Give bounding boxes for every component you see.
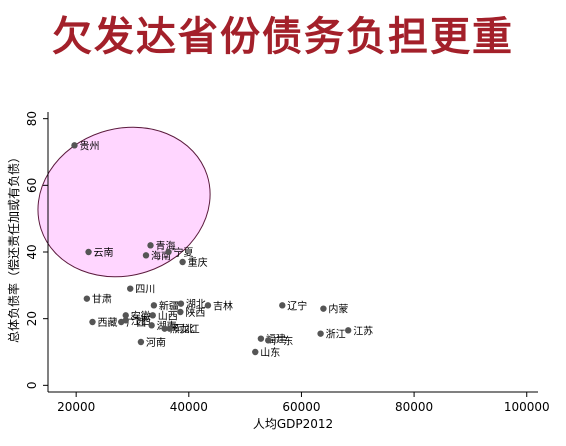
point-label: 贵州 [79, 139, 99, 152]
y-axis-title: 总体负债率（偿还责任加或有负债） [6, 151, 21, 343]
point-label: 河北 [175, 324, 195, 336]
data-point [344, 327, 352, 334]
data-point [165, 248, 172, 256]
x-tick-label: 80000 [395, 400, 433, 414]
point-label: 辽宁 [287, 299, 307, 312]
point-label: 山东 [260, 346, 280, 359]
y-tick-label: 0 [25, 382, 39, 390]
point-label: 陕西 [185, 306, 205, 319]
data-point [137, 338, 145, 346]
points-layer: 贵州云南青海甘肃广西西藏安徽江西四川海南宁夏重庆河南湖南新疆黑龙江山西河北湖北陕… [71, 139, 373, 359]
data-point [149, 312, 156, 319]
y-tick-label: 40 [25, 244, 39, 259]
data-point [147, 242, 154, 249]
point-label: 重庆 [188, 256, 208, 269]
x-tick-label: 40000 [170, 400, 208, 414]
point-label: 西藏 [97, 317, 117, 329]
x-tick-label: 20000 [57, 400, 95, 414]
highlight-ellipse [37, 126, 211, 278]
data-point [127, 285, 134, 292]
y-tick-label: 20 [25, 311, 39, 326]
data-point [177, 300, 185, 307]
point-label: 山西 [158, 310, 178, 322]
point-label: 内蒙 [328, 303, 348, 316]
data-point [150, 302, 158, 309]
point-label: 安徽 [131, 309, 151, 322]
point-label: 浙江 [326, 329, 346, 341]
axes-layer: 20000 40000 60000 80000 100000 0 20 40 60 80 [25, 111, 550, 414]
data-point [279, 302, 286, 309]
point-label: 黑龙江 [170, 323, 200, 336]
data-point [265, 337, 272, 344]
data-point [148, 322, 155, 329]
point-label: 福建 [266, 333, 286, 346]
data-point [89, 318, 96, 326]
data-point [142, 252, 150, 259]
data-point [320, 305, 327, 312]
point-label: 江苏 [353, 324, 373, 337]
point-label: 四川 [135, 285, 155, 296]
data-point [122, 312, 129, 319]
data-point [317, 330, 324, 337]
point-label: 吉林 [213, 299, 233, 312]
point-label: 江西 [131, 315, 151, 327]
point-label: 广西 [126, 317, 146, 329]
point-label: 青海 [156, 239, 176, 252]
point-label: 宁夏 [174, 246, 194, 259]
data-point [83, 295, 91, 302]
x-axis-title: 人均GDP2012 [253, 417, 333, 431]
data-point [166, 325, 173, 332]
data-point [257, 335, 265, 342]
slide-title: 欠发达省份债务负担更重 [52, 13, 514, 60]
data-point [204, 302, 212, 309]
point-label: 新疆 [159, 299, 179, 312]
point-label: 云南 [94, 246, 114, 259]
data-point [161, 325, 168, 332]
data-point [85, 248, 92, 256]
data-point [122, 317, 129, 324]
y-tick-label: 80 [25, 111, 39, 126]
y-tick-label: 60 [25, 178, 39, 193]
x-tick-label: 100000 [504, 400, 550, 414]
point-label: 河南 [146, 336, 166, 349]
point-label: 湖北 [186, 299, 206, 311]
data-point [252, 348, 259, 356]
point-label: 甘肃 [92, 293, 112, 306]
data-point [179, 258, 186, 266]
data-point [71, 142, 78, 149]
point-label: 广东 [273, 334, 293, 347]
x-tick-label: 60000 [282, 400, 320, 414]
data-point [177, 308, 184, 316]
